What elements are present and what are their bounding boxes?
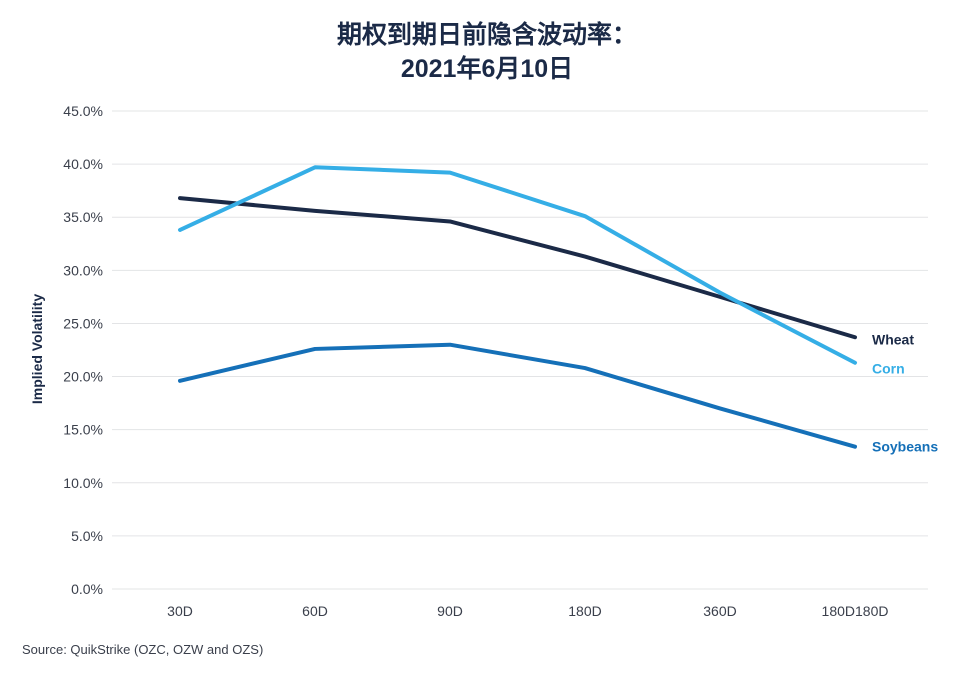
- series-line-soybeans: [178, 342, 857, 449]
- x-tick-label: 90D: [437, 603, 463, 619]
- x-tick-label: 180D: [568, 603, 601, 619]
- y-tick-label: 40.0%: [63, 156, 103, 172]
- series-label-corn: Corn: [872, 361, 905, 377]
- x-tick-label: 60D: [302, 603, 328, 619]
- series-line-wheat: [178, 196, 857, 340]
- series-labels: Wheat Corn Soybeans: [872, 331, 938, 454]
- y-tick-label: 0.0%: [71, 581, 103, 597]
- chart-title-line-2: 2021年6月10日: [400, 55, 574, 83]
- y-axis-ticks: 0.0% 5.0% 10.0% 15.0% 20.0% 25.0% 30.0% 35.0% 40…: [63, 103, 103, 597]
- y-tick-label: 35.0%: [63, 209, 103, 225]
- y-tick-label: 15.0%: [63, 422, 103, 438]
- x-axis-ticks: 30D 60D 90D 180D 360D 180D180D: [167, 603, 888, 619]
- y-tick-label: 20.0%: [63, 369, 103, 385]
- chart-title-line-1: 期权到期日前隐含波动率：: [336, 21, 637, 49]
- y-tick-label: 5.0%: [71, 528, 103, 544]
- series-layer: [178, 165, 857, 449]
- y-tick-label: 10.0%: [63, 475, 103, 491]
- y-tick-label: 45.0%: [63, 103, 103, 119]
- series-label-wheat: Wheat: [872, 331, 914, 347]
- y-axis-title: Implied Volatility: [29, 294, 45, 404]
- chart-title: 期权到期日前隐含波动率： 2021年6月10日: [0, 18, 974, 86]
- x-tick-label: 360D: [703, 603, 736, 619]
- grid-lines: [112, 110, 928, 590]
- series-label-soybeans: Soybeans: [872, 439, 938, 455]
- source-note: Source: QuikStrike (OZC, OZW and OZS): [22, 642, 264, 657]
- x-tick-label: 30D: [167, 603, 193, 619]
- y-tick-label: 25.0%: [63, 315, 103, 331]
- x-tick-label: 180D180D: [822, 603, 889, 619]
- series-line-corn: [178, 165, 857, 365]
- y-tick-label: 30.0%: [63, 262, 103, 278]
